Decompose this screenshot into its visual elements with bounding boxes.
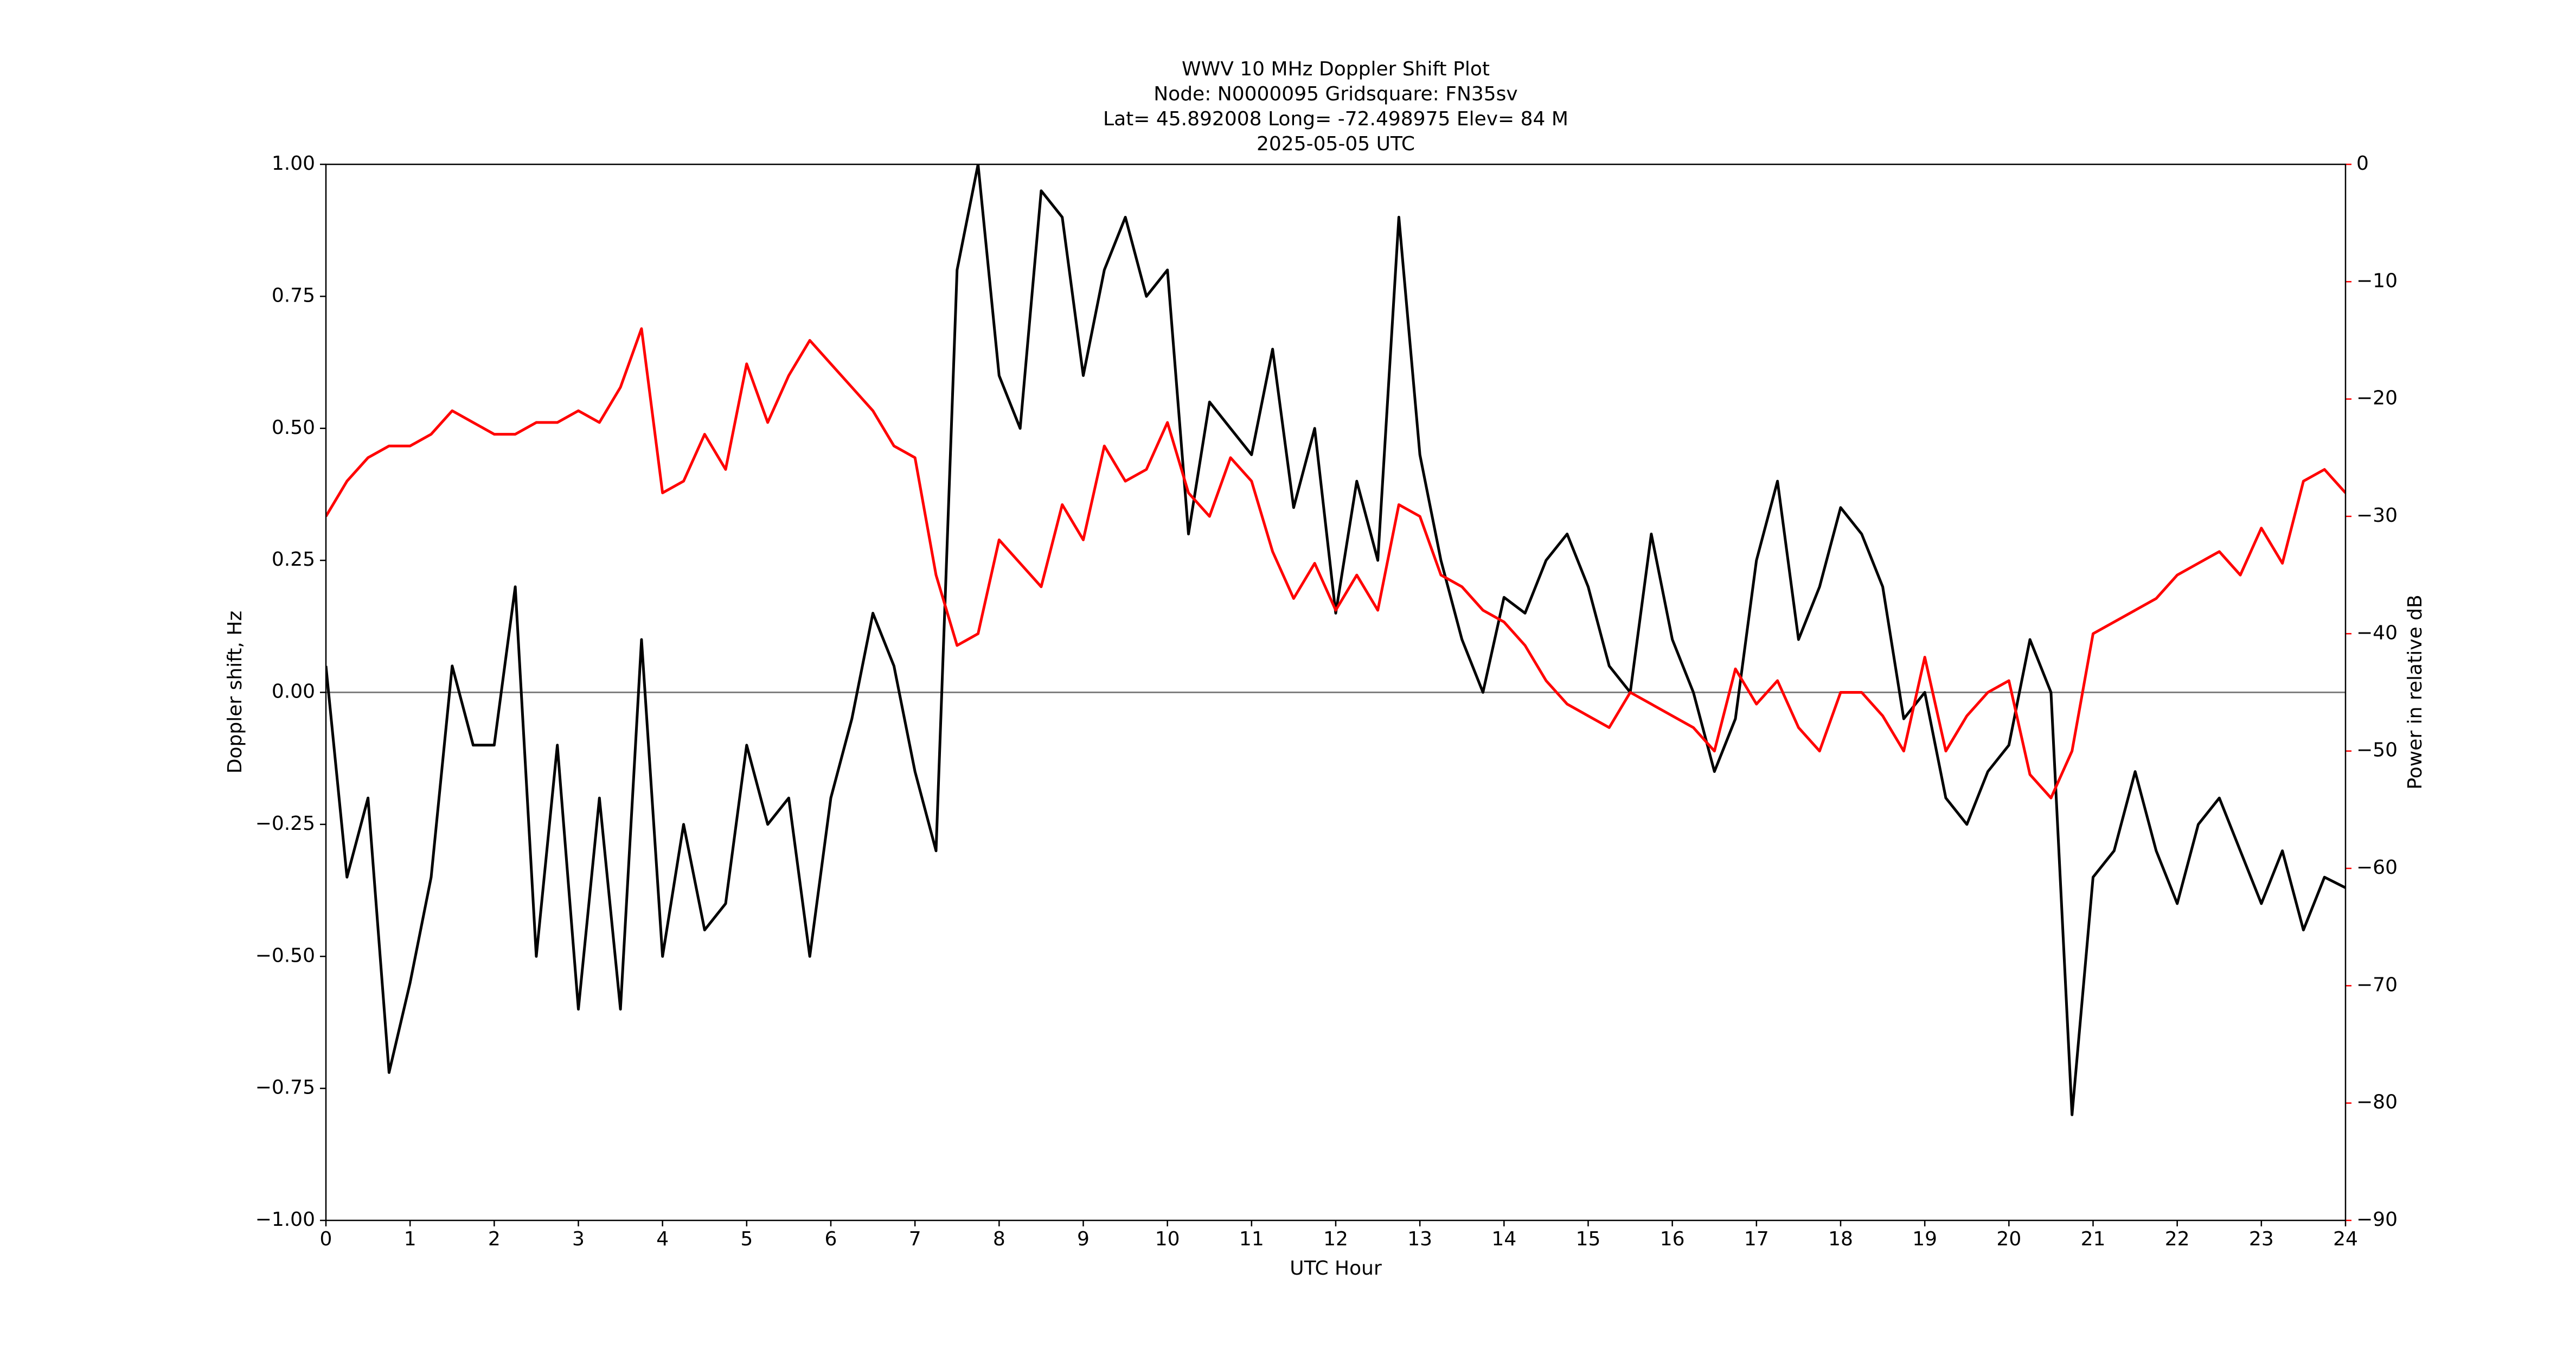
x-axis-label: UTC Hour: [1290, 1257, 1382, 1280]
x-tick-label: 13: [1407, 1228, 1432, 1250]
y-tick-label: −0.75: [255, 1077, 315, 1099]
plot-frame: [325, 163, 2347, 1221]
y2-axis-label: Power in relative dB: [2404, 594, 2426, 789]
y2-tick-label: −30: [2356, 504, 2398, 527]
x-tick-label: 1: [404, 1228, 416, 1250]
y2-tick-label: −50: [2356, 739, 2398, 762]
x-tick-label: 3: [572, 1228, 585, 1250]
x-tick-label: 11: [1239, 1228, 1264, 1250]
y2-tick-label: −20: [2356, 387, 2398, 410]
x-tick-label: 2: [488, 1228, 501, 1250]
x-tick-label: 20: [1996, 1228, 2021, 1250]
x-tick-label: 0: [320, 1228, 332, 1250]
data-line: [326, 327, 2346, 799]
x-tick-label: 10: [1155, 1228, 1180, 1250]
x-tick-label: 16: [1660, 1228, 1685, 1250]
y-axis-label: Doppler shift, Hz: [224, 611, 246, 773]
y2-tick-label: 0: [2356, 152, 2369, 175]
chart-subtitle: 2025-05-05 UTC: [1257, 133, 1415, 155]
y2-tick-label: −40: [2356, 622, 2398, 644]
y-tick-label: −1.00: [255, 1208, 315, 1231]
y2-tick-label: −60: [2356, 856, 2398, 879]
x-tick-label: 15: [1576, 1228, 1601, 1250]
x-tick-label: 23: [2249, 1228, 2274, 1250]
y-tick-label: −0.50: [255, 944, 315, 967]
data-line: [326, 164, 2346, 1116]
chart-title: WWV 10 MHz Doppler Shift Plot: [1182, 58, 1490, 80]
x-tick-label: 7: [909, 1228, 921, 1250]
y2-tick-label: −80: [2356, 1091, 2398, 1114]
chart-subtitle: Lat= 45.892008 Long= -72.498975 Elev= 84…: [1103, 108, 1568, 130]
y2-tick-label: −90: [2356, 1208, 2398, 1231]
x-tick-label: 12: [1323, 1228, 1348, 1250]
y2-tick-label: −70: [2356, 974, 2398, 996]
y2-tick-label: −10: [2356, 270, 2398, 292]
x-tick-label: 21: [2081, 1228, 2106, 1250]
x-tick-label: 14: [1491, 1228, 1516, 1250]
y-tick-label: 0.00: [272, 681, 315, 703]
y-tick-label: 0.75: [272, 284, 315, 306]
chart-subtitle: Node: N0000095 Gridsquare: FN35sv: [1154, 83, 1518, 105]
x-tick-label: 4: [656, 1228, 669, 1250]
y-tick-label: 1.00: [272, 152, 315, 175]
x-tick-label: 18: [1828, 1228, 1853, 1250]
x-tick-label: 9: [1077, 1228, 1090, 1250]
x-tick-label: 19: [1912, 1228, 1937, 1250]
x-tick-label: 22: [2165, 1228, 2190, 1250]
y-tick-label: 0.50: [272, 417, 315, 439]
y-tick-label: −0.25: [255, 813, 315, 835]
x-tick-label: 8: [993, 1228, 1005, 1250]
x-tick-label: 5: [740, 1228, 753, 1250]
x-tick-label: 17: [1744, 1228, 1769, 1250]
x-tick-label: 6: [825, 1228, 837, 1250]
y-tick-label: 0.25: [272, 548, 315, 571]
x-tick-label: 24: [2333, 1228, 2358, 1250]
